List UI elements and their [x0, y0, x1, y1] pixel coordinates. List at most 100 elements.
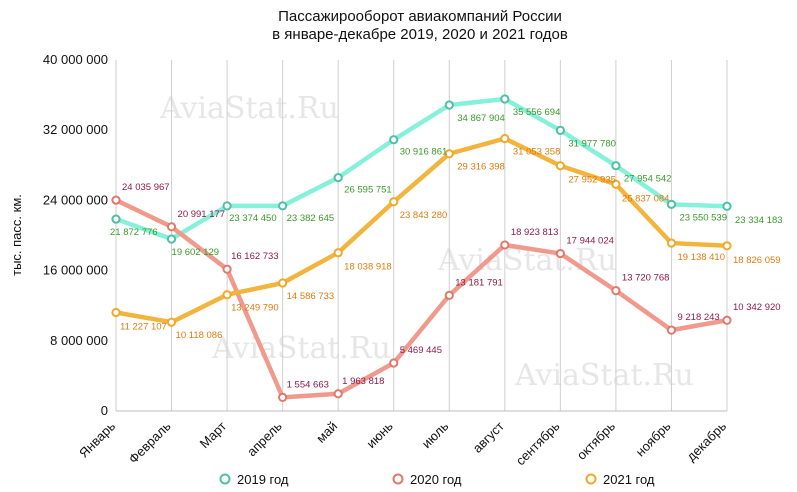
- data-point: [500, 133, 510, 144]
- watermarks: AviaStat.RuAviaStat.RuAviaStat.RuAviaSta…: [159, 91, 694, 393]
- data-label: 26 595 751: [344, 185, 392, 196]
- data-point: [333, 248, 343, 258]
- data-point: [555, 161, 565, 171]
- data-label: 30 916 861: [400, 147, 448, 158]
- x-tick-label: декабрь: [684, 418, 730, 464]
- y-tick-labels: 0 8 000 000 16 000 000 24 000 000 32 000 000…: [43, 52, 108, 418]
- data-point: [555, 125, 565, 135]
- data-point: [111, 307, 121, 318]
- x-tick-label: Март: [197, 418, 230, 451]
- data-point: [555, 248, 565, 259]
- x-tick-labels: Январь Февраль Март апрель май июнь июль август…: [76, 418, 729, 468]
- x-tick-label: Февраль: [126, 418, 174, 466]
- data-label: 17 944 024: [566, 236, 614, 247]
- series-lines: [111, 94, 732, 402]
- watermark-text: AviaStat.Ru: [514, 358, 694, 393]
- data-point: [333, 173, 343, 183]
- series-2021-год: [111, 133, 732, 327]
- data-point: [222, 201, 232, 211]
- data-label: 21 872 776: [110, 227, 158, 238]
- data-point: [444, 149, 454, 159]
- legend-label: 2021 год: [603, 472, 655, 487]
- data-label: 23 374 450: [229, 213, 277, 224]
- x-tick-label: апрель: [244, 418, 285, 459]
- x-tick-label: ноябрь: [633, 418, 674, 459]
- data-label: 23 550 539: [679, 212, 727, 223]
- data-label: 13 249 790: [231, 303, 279, 314]
- data-label: 25 837 084: [622, 193, 670, 204]
- data-label: 23 334 183: [735, 215, 783, 226]
- legend-item-2019-год: 2019 год: [219, 472, 289, 487]
- x-tick-label: Январь: [76, 418, 118, 460]
- data-labels-2019-год: 21 872 776 19 602 129 23 374 450 23 382 645…: [110, 107, 783, 258]
- data-point: [722, 201, 732, 211]
- data-point: [666, 238, 677, 248]
- data-label: 19 602 129: [172, 247, 220, 258]
- data-label: 20 991 177: [178, 209, 226, 220]
- data-point: [611, 179, 621, 189]
- data-point: [389, 358, 399, 368]
- data-label: 19 138 410: [677, 252, 725, 263]
- chart-title: Пассажирооборот авиакомпаний России: [278, 8, 562, 25]
- series-line: [113, 136, 730, 325]
- data-label: 16 162 733: [231, 251, 279, 262]
- chart-subtitle: в январе-декабре 2019, 2020 и 2021 годов: [272, 26, 568, 43]
- data-point: [278, 392, 288, 402]
- y-tick-label: 40 000 000: [43, 52, 108, 67]
- data-label: 18 826 059: [733, 255, 781, 266]
- x-tick-label: сентябрь: [513, 418, 563, 468]
- data-point: [111, 214, 121, 224]
- legend: 2019 год 2020 год 2021 год: [219, 472, 655, 487]
- data-point: [333, 389, 343, 399]
- data-point: [222, 264, 232, 274]
- data-point: [278, 201, 288, 211]
- data-point: [722, 315, 732, 325]
- series-2019-год: [111, 94, 732, 244]
- data-point: [111, 195, 121, 205]
- data-label: 31 053 358: [513, 147, 561, 158]
- data-label: 24 035 967: [122, 182, 170, 193]
- legend-marker: [219, 473, 231, 485]
- data-label: 9 218 243: [677, 312, 719, 323]
- x-tick-label: июль: [419, 418, 452, 451]
- data-label: 31 977 780: [568, 138, 616, 149]
- data-point: [389, 135, 399, 145]
- x-tick-label: октябрь: [574, 418, 618, 462]
- data-label: 1 963 818: [342, 376, 384, 387]
- data-labels: 21 872 776 19 602 129 23 374 450 23 382 645…: [110, 107, 783, 390]
- legend-item-2020-год: 2020 год: [392, 472, 462, 487]
- data-label: 1 554 663: [287, 379, 329, 390]
- y-axis-label: тыс. пасс. км.: [9, 194, 24, 276]
- data-point: [444, 100, 454, 110]
- data-point: [666, 199, 677, 209]
- data-label: 13 720 768: [622, 273, 670, 284]
- data-labels-2020-год: 24 035 967 20 991 177 16 162 733 1 554 663 1…: [122, 182, 781, 390]
- data-point: [166, 222, 177, 232]
- data-label: 11 227 107: [120, 321, 167, 332]
- y-tick-label: 8 000 000: [50, 333, 108, 348]
- data-label: 23 843 280: [400, 210, 448, 221]
- data-point: [611, 286, 621, 296]
- data-label: 18 923 813: [511, 227, 559, 238]
- data-point: [222, 290, 232, 300]
- watermark-text: AviaStat.Ru: [159, 91, 339, 126]
- legend-marker: [392, 473, 404, 485]
- data-point: [722, 241, 732, 251]
- x-tick-label: июнь: [363, 418, 396, 451]
- x-tick-label: август: [470, 418, 507, 455]
- series-2020-год: [111, 195, 732, 402]
- data-point: [389, 197, 399, 207]
- data-label: 34 867 904: [457, 113, 505, 124]
- data-labels-2021-год: 11 227 107 10 118 086 13 249 790 14 586 733…: [120, 147, 781, 342]
- data-point: [666, 325, 677, 335]
- legend-item-2021-год: 2021 год: [585, 472, 655, 487]
- data-label: 13 181 791: [455, 277, 503, 288]
- series-line: [113, 197, 730, 400]
- data-label: 10 118 086: [176, 330, 223, 341]
- data-label: 5 469 445: [400, 345, 442, 356]
- data-point: [444, 290, 454, 300]
- data-label: 29 316 398: [457, 162, 505, 173]
- data-point: [166, 234, 177, 244]
- data-label: 27 954 542: [624, 174, 672, 185]
